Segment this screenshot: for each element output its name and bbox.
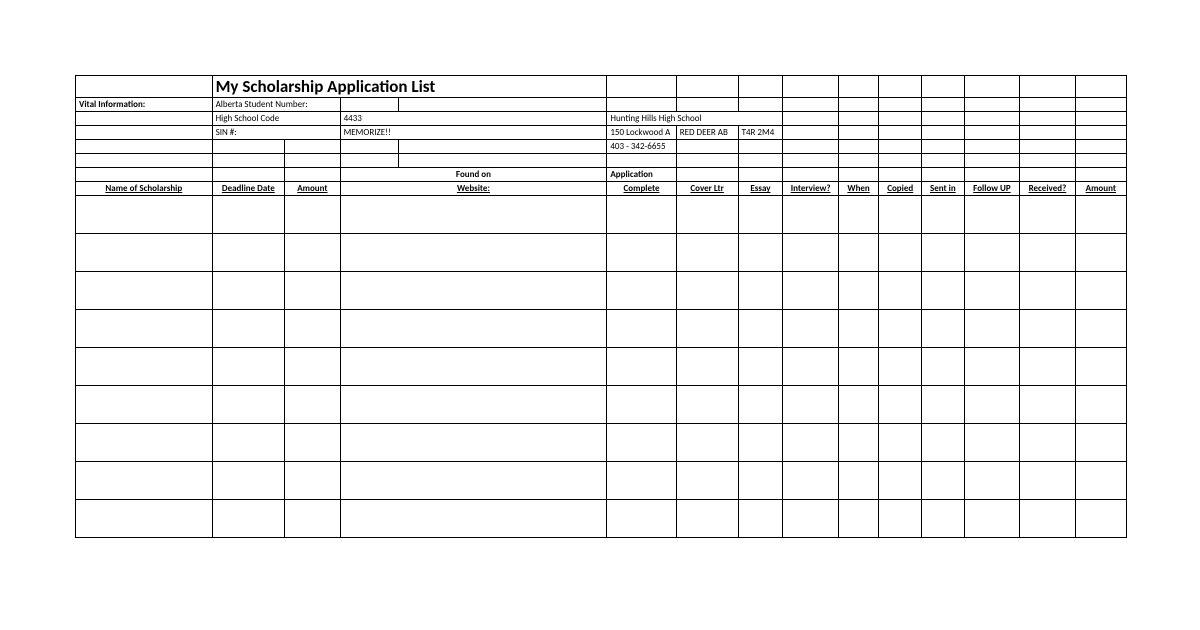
school-addr2: RED DEER AB (676, 126, 738, 140)
data-row (76, 386, 1127, 424)
header-row-2: Name of Scholarship Deadline Date Amount… (76, 182, 1127, 196)
school-addr3: T4R 2M4 (738, 126, 783, 140)
data-row (76, 310, 1127, 348)
hdr-cover: Cover Ltr (676, 182, 738, 196)
hsc-label: High School Code (212, 112, 340, 126)
info-row-sin: SIN #: MEMORIZE!! 150 Lockwood A RED DEE… (76, 126, 1127, 140)
data-row (76, 348, 1127, 386)
hdr-amount1: Amount (285, 182, 340, 196)
info-row-asn: Vital Information: Alberta Student Numbe… (76, 98, 1127, 112)
info-row-hsc: High School Code 4433 Hunting Hills High… (76, 112, 1127, 126)
hdr-website: Website: (340, 182, 607, 196)
hdr-copied: Copied (879, 182, 922, 196)
data-row (76, 272, 1127, 310)
hdr-name: Name of Scholarship (76, 182, 213, 196)
spreadsheet-container: My Scholarship Application List Vital In… (75, 75, 1127, 538)
hdr-foundon1: Found on (340, 168, 607, 182)
data-row (76, 462, 1127, 500)
hdr-amount2: Amount (1075, 182, 1126, 196)
page-title: My Scholarship Application List (212, 76, 607, 98)
hdr-when: When (838, 182, 879, 196)
school-addr1: 150 Lockwood A (607, 126, 676, 140)
hdr-followup: Follow UP (964, 182, 1019, 196)
spacer-row (76, 154, 1127, 168)
sin-label: SIN #: (212, 126, 340, 140)
info-row-phone: 403 - 342-6655 (76, 140, 1127, 154)
hdr-appcomp2: Complete (607, 182, 676, 196)
data-row (76, 234, 1127, 272)
hdr-deadline: Deadline Date (212, 182, 285, 196)
data-row (76, 196, 1127, 234)
header-row-1: Found on Application (76, 168, 1127, 182)
asn-label: Alberta Student Number: (212, 98, 340, 112)
vital-info-label: Vital Information: (76, 98, 213, 112)
hdr-interview: Interview? (783, 182, 838, 196)
title-row: My Scholarship Application List (76, 76, 1127, 98)
hdr-received: Received? (1020, 182, 1075, 196)
sin-value: MEMORIZE!! (340, 126, 607, 140)
school-name: Hunting Hills High School (607, 112, 783, 126)
hdr-sentin: Sent in (922, 182, 965, 196)
hsc-value: 4433 (340, 112, 607, 126)
school-phone: 403 - 342-6655 (607, 140, 676, 154)
scholarship-table: My Scholarship Application List Vital In… (75, 75, 1127, 538)
hdr-appcomp1: Application (607, 168, 676, 182)
data-row (76, 500, 1127, 538)
hdr-essay: Essay (738, 182, 783, 196)
data-row (76, 424, 1127, 462)
